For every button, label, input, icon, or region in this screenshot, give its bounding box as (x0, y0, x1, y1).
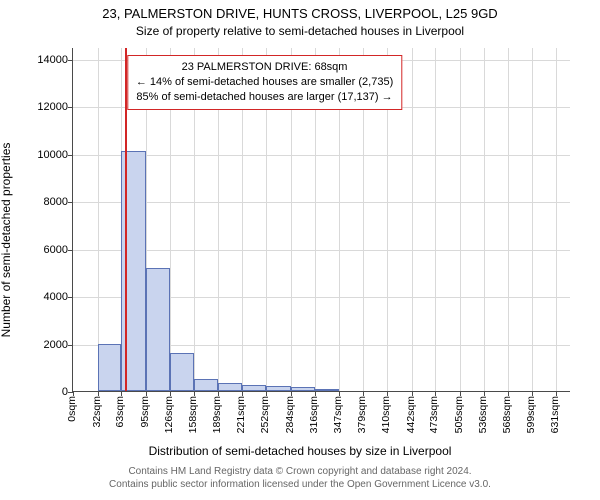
page-title: 23, PALMERSTON DRIVE, HUNTS CROSS, LIVER… (0, 6, 600, 21)
y-tick-label: 10000 (18, 149, 68, 161)
x-tick-label: 63sqm (114, 396, 126, 428)
y-tick-label: 4000 (18, 291, 68, 303)
y-tick-label: 12000 (18, 101, 68, 113)
gridline-vertical (460, 48, 461, 391)
histogram-bar (291, 387, 316, 391)
histogram-bar (170, 353, 195, 391)
annotation-box: 23 PALMERSTON DRIVE: 68sqm← 14% of semi-… (127, 55, 402, 110)
x-tick-label: 0sqm (66, 396, 78, 422)
y-tick-mark (68, 155, 73, 156)
x-tick-label: 95sqm (139, 396, 151, 428)
histogram-bar (98, 344, 122, 391)
footer-line-2: Contains public sector information licen… (109, 479, 491, 490)
histogram-bar (315, 389, 339, 391)
histogram-bar (242, 385, 266, 391)
y-tick-mark (68, 297, 73, 298)
histogram-bar (218, 383, 243, 391)
gridline-vertical (484, 48, 485, 391)
y-axis-label: Number of semi-detached properties (0, 143, 13, 338)
x-tick-label: 599sqm (525, 396, 537, 433)
gridline-vertical (532, 48, 533, 391)
x-tick-label: 536sqm (477, 396, 489, 433)
x-tick-label: 379sqm (356, 396, 368, 433)
y-tick-label: 8000 (18, 196, 68, 208)
histogram-bar (146, 268, 170, 391)
y-tick-label: 0 (18, 386, 68, 398)
x-tick-label: 252sqm (259, 396, 271, 433)
gridline-horizontal (73, 155, 570, 156)
y-tick-mark (68, 107, 73, 108)
x-tick-label: 568sqm (501, 396, 513, 433)
annotation-line: 85% of semi-detached houses are larger (… (136, 90, 393, 105)
footer-line-1: Contains HM Land Registry data © Crown c… (128, 466, 471, 477)
gridline-vertical (556, 48, 557, 391)
y-tick-label: 6000 (18, 244, 68, 256)
x-tick-label: 32sqm (91, 396, 103, 428)
x-tick-label: 347sqm (332, 396, 344, 433)
x-tick-label: 158sqm (187, 396, 199, 433)
x-tick-label: 189sqm (211, 396, 223, 433)
x-tick-label: 442sqm (405, 396, 417, 433)
attribution-footer: Contains HM Land Registry data © Crown c… (0, 466, 600, 491)
y-tick-label: 2000 (18, 339, 68, 351)
x-tick-label: 410sqm (380, 396, 392, 433)
x-tick-label: 473sqm (428, 396, 440, 433)
gridline-horizontal (73, 250, 570, 251)
chart-subtitle: Size of property relative to semi-detach… (0, 24, 600, 38)
y-tick-mark (68, 250, 73, 251)
x-tick-label: 505sqm (453, 396, 465, 433)
y-tick-mark (68, 345, 73, 346)
y-tick-mark (68, 202, 73, 203)
histogram-bar (194, 379, 218, 391)
y-tick-mark (68, 60, 73, 61)
histogram-bar (266, 386, 291, 391)
y-tick-label: 14000 (18, 54, 68, 66)
gridline-vertical (98, 48, 99, 391)
x-tick-label: 316sqm (308, 396, 320, 433)
x-tick-label: 284sqm (284, 396, 296, 433)
gridline-vertical (435, 48, 436, 391)
annotation-line: ← 14% of semi-detached houses are smalle… (136, 75, 393, 90)
x-tick-label: 221sqm (235, 396, 247, 433)
gridline-vertical (412, 48, 413, 391)
annotation-line: 23 PALMERSTON DRIVE: 68sqm (136, 60, 393, 75)
plot-area: 23 PALMERSTON DRIVE: 68sqm← 14% of semi-… (72, 48, 570, 392)
x-tick-label: 126sqm (163, 396, 175, 433)
chart-figure: 23, PALMERSTON DRIVE, HUNTS CROSS, LIVER… (0, 0, 600, 500)
gridline-vertical (508, 48, 509, 391)
x-tick-label: 631sqm (549, 396, 561, 433)
gridline-horizontal (73, 202, 570, 203)
x-axis-label: Distribution of semi-detached houses by … (0, 444, 600, 458)
